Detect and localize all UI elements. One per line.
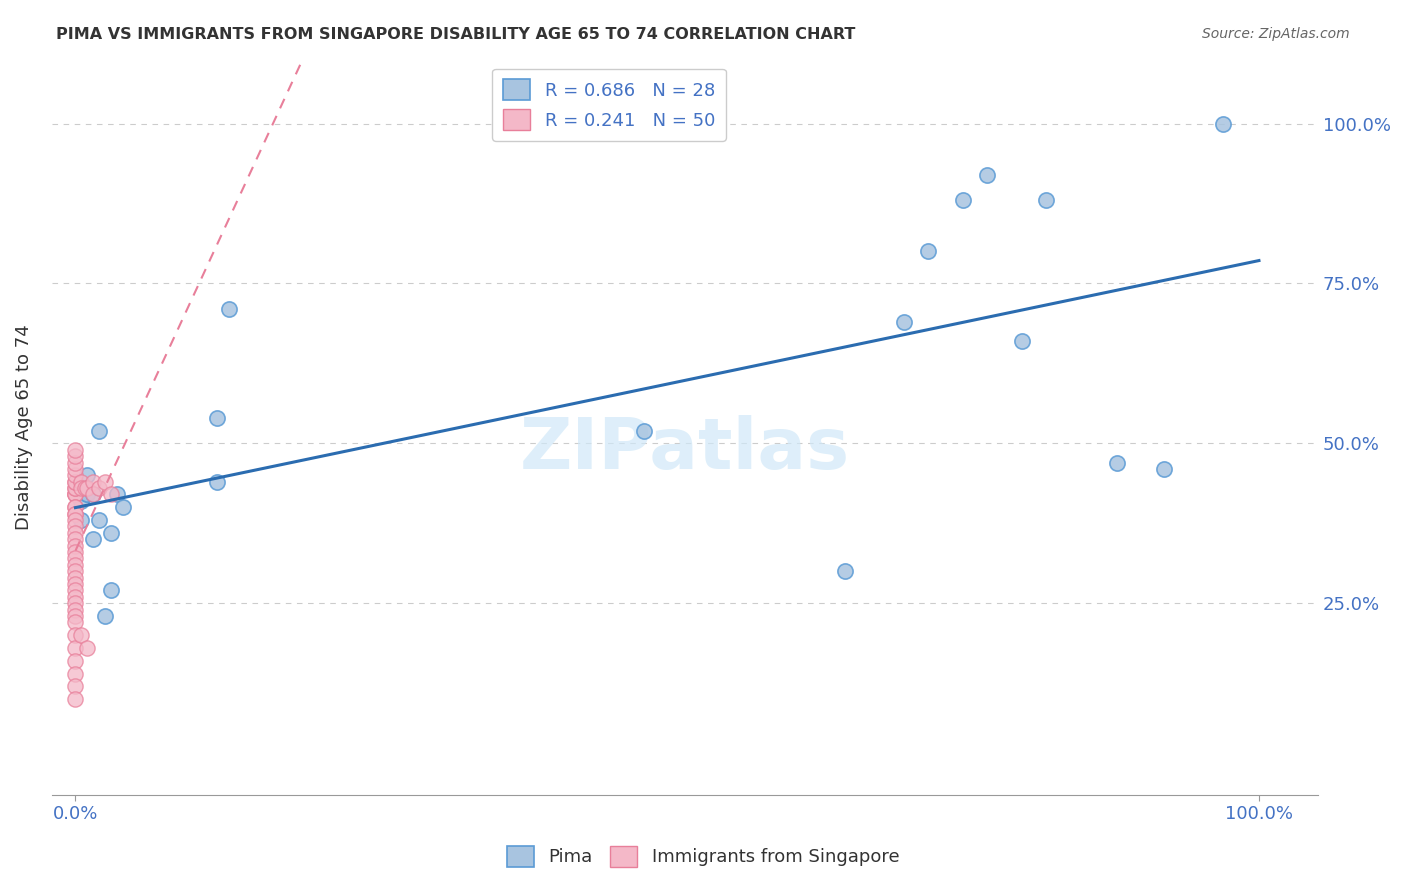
- Point: [65, 615, 87, 630]
- Legend: R = 0.686   N = 28, R = 0.241   N = 50: R = 0.686 N = 28, R = 0.241 N = 50: [492, 69, 725, 141]
- Text: ZIPatlas: ZIPatlas: [520, 415, 851, 483]
- Point: [65, 628, 87, 642]
- Point: [65, 533, 87, 547]
- Point: [70, 513, 93, 527]
- Point: [1105, 456, 1128, 470]
- Point: [1011, 334, 1033, 348]
- Point: [70, 481, 93, 495]
- Point: [65, 481, 87, 495]
- Point: [65, 487, 87, 501]
- Point: [207, 410, 229, 425]
- Point: [111, 500, 134, 515]
- Point: [82, 487, 104, 501]
- Point: [65, 507, 87, 521]
- Point: [105, 487, 128, 501]
- Point: [82, 475, 104, 489]
- Point: [65, 583, 87, 598]
- Point: [65, 558, 87, 572]
- Y-axis label: Disability Age 65 to 74: Disability Age 65 to 74: [15, 325, 32, 530]
- Point: [1035, 194, 1057, 208]
- Point: [65, 602, 87, 616]
- Point: [87, 424, 110, 438]
- Point: [100, 525, 122, 540]
- Point: [100, 487, 122, 501]
- Text: Source: ZipAtlas.com: Source: ZipAtlas.com: [1202, 27, 1350, 41]
- Point: [82, 487, 104, 501]
- Point: [65, 481, 87, 495]
- Point: [100, 583, 122, 598]
- Point: [65, 577, 87, 591]
- Legend: Pima, Immigrants from Singapore: Pima, Immigrants from Singapore: [499, 838, 907, 874]
- Point: [87, 513, 110, 527]
- Point: [76, 640, 98, 655]
- Point: [65, 462, 87, 476]
- Point: [65, 513, 87, 527]
- Point: [65, 539, 87, 553]
- Point: [65, 519, 87, 533]
- Point: [65, 564, 87, 578]
- Text: PIMA VS IMMIGRANTS FROM SINGAPORE DISABILITY AGE 65 TO 74 CORRELATION CHART: PIMA VS IMMIGRANTS FROM SINGAPORE DISABI…: [56, 27, 856, 42]
- Point: [834, 564, 856, 578]
- Point: [70, 628, 93, 642]
- Point: [1212, 117, 1234, 131]
- Point: [65, 525, 87, 540]
- Point: [65, 500, 87, 515]
- Point: [82, 533, 104, 547]
- Point: [65, 507, 87, 521]
- Point: [65, 666, 87, 681]
- Point: [65, 640, 87, 655]
- Point: [94, 475, 117, 489]
- Point: [65, 487, 87, 501]
- Point: [65, 679, 87, 693]
- Point: [70, 494, 93, 508]
- Point: [76, 481, 98, 495]
- Point: [65, 551, 87, 566]
- Point: [1153, 462, 1175, 476]
- Point: [76, 468, 98, 483]
- Point: [65, 456, 87, 470]
- Point: [65, 571, 87, 585]
- Point: [65, 500, 87, 515]
- Point: [65, 692, 87, 706]
- Point: [94, 609, 117, 624]
- Point: [65, 609, 87, 624]
- Point: [76, 487, 98, 501]
- Point: [87, 481, 110, 495]
- Point: [65, 590, 87, 604]
- Point: [633, 424, 655, 438]
- Point: [65, 442, 87, 457]
- Point: [65, 545, 87, 559]
- Point: [65, 468, 87, 483]
- Point: [65, 596, 87, 610]
- Point: [917, 244, 939, 259]
- Point: [65, 487, 87, 501]
- Point: [65, 475, 87, 489]
- Point: [65, 654, 87, 668]
- Point: [952, 194, 974, 208]
- Point: [65, 449, 87, 463]
- Point: [218, 301, 240, 316]
- Point: [207, 475, 229, 489]
- Point: [73, 481, 96, 495]
- Point: [976, 168, 998, 182]
- Point: [70, 475, 93, 489]
- Point: [65, 475, 87, 489]
- Point: [893, 315, 915, 329]
- Point: [76, 487, 98, 501]
